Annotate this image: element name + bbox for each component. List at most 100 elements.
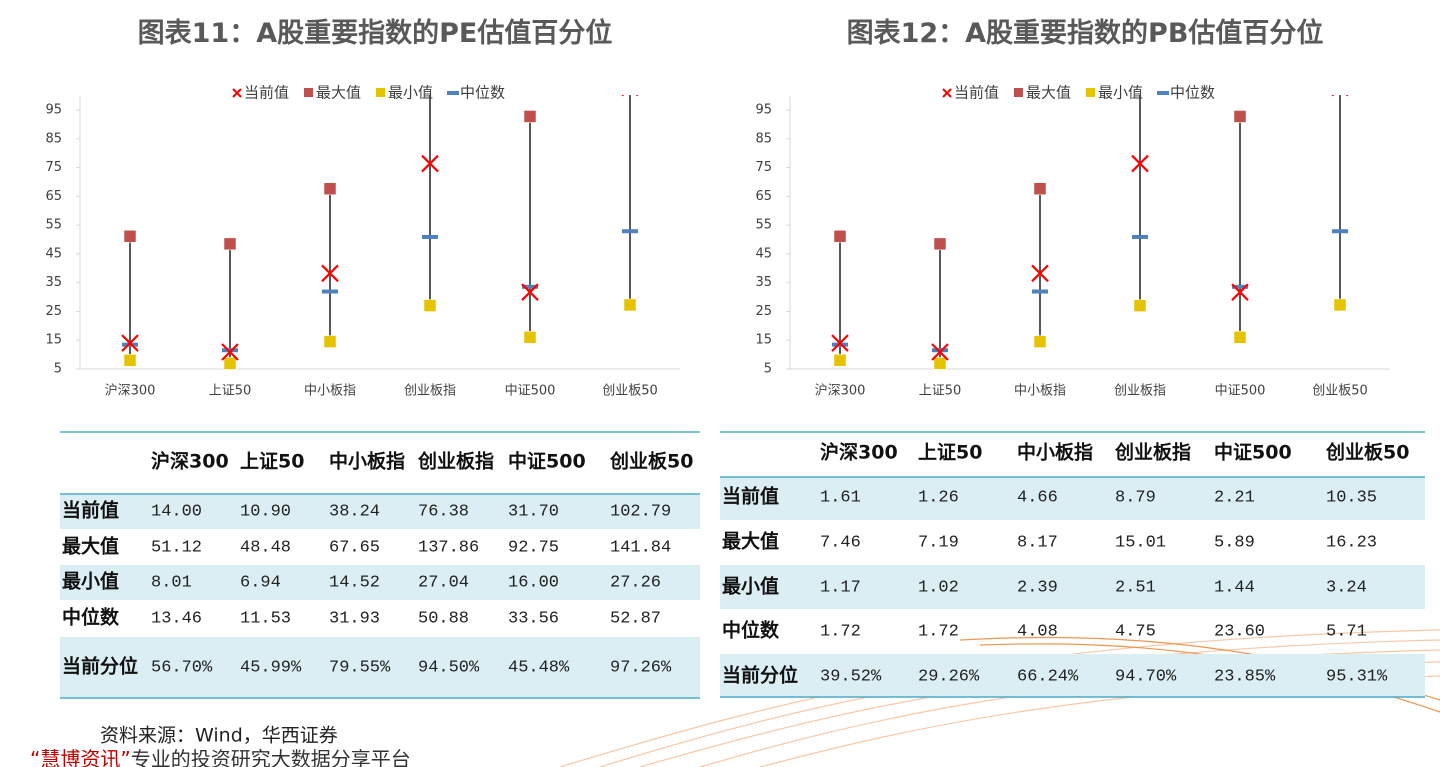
- cell: 1.72: [918, 622, 959, 641]
- cell: 14.52: [329, 573, 380, 592]
- marker: [522, 284, 538, 289]
- cell: 92.75: [508, 538, 559, 557]
- cell: 15.01: [1115, 533, 1166, 552]
- marker: [123, 354, 137, 367]
- marker: [1032, 289, 1048, 294]
- row-label: 中位数: [722, 619, 780, 642]
- cell: 16.23: [1326, 533, 1377, 552]
- marker: [1232, 284, 1248, 289]
- footer-brand: “慧博资讯”: [30, 747, 131, 767]
- cell: 67.65: [329, 538, 380, 557]
- legend-marker: [1014, 88, 1023, 97]
- legend-label: 中位数: [460, 84, 505, 102]
- y-tick-label: 35: [45, 275, 62, 290]
- row-shade: [60, 565, 700, 600]
- cell: 7.19: [918, 533, 959, 552]
- marker: [223, 357, 237, 370]
- marker: [321, 264, 339, 283]
- marker: [1132, 234, 1148, 239]
- cell: 8.17: [1017, 533, 1058, 552]
- marker: [521, 283, 539, 301]
- cell: 4.75: [1115, 622, 1156, 641]
- marker: [1231, 283, 1249, 301]
- y-tick-label: 55: [45, 218, 62, 233]
- cell: 66.24%: [1017, 667, 1079, 686]
- x-tick-label: 沪深300: [815, 383, 866, 399]
- marker: [322, 289, 338, 294]
- y-tick-label: 5: [764, 362, 772, 377]
- marker: [833, 354, 847, 367]
- cell: 14.00: [151, 502, 202, 521]
- x-tick-label: 中证500: [505, 384, 556, 399]
- marker: [1233, 331, 1247, 344]
- marker: [1333, 298, 1347, 312]
- column-header: 上证50: [240, 451, 304, 473]
- legend-marker: [304, 88, 313, 97]
- cell: 102.79: [610, 502, 671, 521]
- row-shade: [720, 565, 1425, 609]
- marker: [323, 182, 337, 195]
- cell: 141.84: [610, 538, 671, 557]
- cell: 1.72: [820, 622, 861, 641]
- marker: [933, 237, 947, 251]
- cell: 2.51: [1115, 578, 1156, 597]
- x-tick-label: 创业板指: [404, 384, 456, 399]
- y-tick-label: 5: [54, 362, 62, 377]
- cell: 79.55%: [329, 658, 391, 677]
- y-tick-label: 95: [45, 102, 62, 117]
- marker: [622, 229, 638, 234]
- marker: [221, 343, 239, 361]
- x-tick-label: 创业板50: [602, 384, 658, 399]
- column-header: 创业板50: [1325, 441, 1409, 464]
- marker: [1033, 182, 1047, 195]
- cell: 1.02: [918, 578, 959, 597]
- cell: 2.39: [1017, 578, 1058, 597]
- cell: 27.04: [418, 573, 469, 592]
- row-label: 最大值: [722, 530, 779, 553]
- marker: [223, 237, 237, 251]
- column-header: 沪深300: [820, 441, 898, 464]
- marker: [123, 230, 137, 243]
- cell: 3.24: [1326, 578, 1367, 597]
- y-tick-label: 25: [45, 304, 62, 319]
- y-tick-label: 15: [45, 333, 62, 348]
- y-tick-label: 15: [755, 333, 772, 348]
- marker: [422, 234, 438, 239]
- marker: [623, 298, 637, 312]
- column-header: 中小板指: [1017, 441, 1093, 464]
- cell: 23.60: [1214, 622, 1265, 641]
- row-shade: [60, 637, 700, 698]
- cell: 50.88: [418, 609, 469, 628]
- marker: [1033, 335, 1047, 348]
- y-tick-label: 25: [755, 304, 772, 319]
- row-label: 中位数: [62, 606, 120, 629]
- marker: [621, 95, 639, 97]
- x-tick-label: 上证50: [919, 384, 962, 399]
- marker: [222, 348, 238, 353]
- legend-marker: [376, 88, 385, 97]
- cell: 31.93: [329, 609, 380, 628]
- legend-label: 最小值: [1098, 84, 1143, 102]
- y-tick-label: 75: [755, 160, 772, 175]
- marker: [121, 334, 139, 352]
- footer: “慧博资讯”专业的投资研究大数据分享平台: [30, 747, 411, 767]
- legend-label: 最小值: [388, 84, 433, 102]
- cell: 137.86: [418, 538, 479, 557]
- cell: 7.46: [820, 533, 861, 552]
- cell: 11.53: [240, 609, 291, 628]
- cell: 5.71: [1326, 622, 1367, 641]
- cell: 97.26%: [610, 658, 672, 677]
- cell: 5.89: [1214, 533, 1255, 552]
- cell: 95.31%: [1326, 667, 1388, 686]
- cell: 1.44: [1214, 578, 1255, 597]
- column-header: 创业板指: [1114, 441, 1191, 464]
- marker: [1332, 229, 1348, 234]
- x-tick-label: 中小板指: [304, 384, 356, 399]
- column-header: 沪深300: [151, 450, 229, 473]
- y-tick-label: 65: [755, 189, 772, 204]
- row-shade: [720, 654, 1425, 697]
- y-tick-label: 45: [45, 246, 62, 261]
- cell: 10.35: [1326, 488, 1377, 507]
- cell: 94.50%: [418, 658, 480, 677]
- cell: 31.70: [508, 502, 559, 521]
